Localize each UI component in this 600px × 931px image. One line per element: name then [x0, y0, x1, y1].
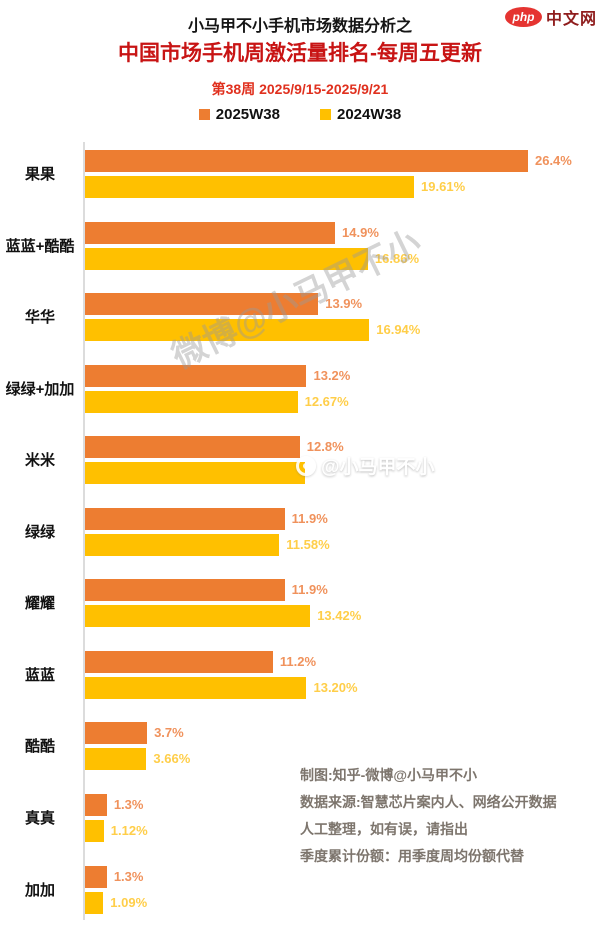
bar-2025w38 [85, 221, 336, 244]
value-label: 11.9% [291, 510, 328, 526]
chart-row: 果果 26.4% 19.61% [0, 150, 600, 198]
footer-line: 人工整理，如有误，请指出 [300, 821, 468, 837]
chart-row: 蓝蓝+酷酷 14.9% 16.86% [0, 221, 600, 270]
category-label: 耀耀 [24, 595, 55, 613]
bar-2024w38 [85, 819, 104, 842]
category-label: 米米 [24, 452, 55, 470]
category-label: 果果 [24, 166, 55, 183]
chart-row: 米米 12.8% [0, 436, 600, 485]
php-cn-logo-text: 中文网 [545, 11, 597, 28]
chart-row: 酷酷 3.7% 3.66% [0, 722, 600, 771]
legend-label: 2025W38 [215, 106, 280, 123]
value-label: 1.09% [110, 894, 148, 910]
value-label: 3.7% [154, 725, 184, 741]
chart-row: 华华 13.9% 16.94% [0, 293, 600, 342]
value-label: 12.8% [306, 439, 344, 455]
bar-chart: 果果 26.4% 19.61% 蓝蓝+酷酷 14.9% 16.86% 华华 13.9% 16.9… [0, 140, 600, 931]
category-label: 真真 [24, 809, 55, 827]
chart-row: 蓝蓝 11.2% 13.20% [0, 650, 600, 699]
bar-2025w38 [85, 793, 107, 816]
bar-2025w38 [85, 650, 273, 673]
category-label: 绿绿 [24, 523, 55, 541]
value-label: 13.9% [325, 296, 363, 312]
bar-2025w38 [85, 507, 285, 530]
bar-2024w38 [85, 247, 368, 270]
bar-2024w38 [85, 462, 305, 485]
footer-line: 数据来源:智慧芯片案内人、网络公开数据 [300, 794, 557, 810]
week-subtitle: 第38周 2025/9/15-2025/9/21 [211, 81, 389, 97]
bar-2025w38 [85, 579, 285, 602]
bar-2024w38 [85, 605, 311, 628]
chart-row: 绿绿 11.9% 11.58% [0, 507, 600, 556]
category-label: 蓝蓝+酷酷 [5, 237, 75, 255]
bar-2024w38 [85, 676, 307, 699]
bar-2024w38 [85, 891, 104, 914]
value-label: 11.2% [279, 653, 317, 669]
bar-2025w38 [85, 865, 107, 888]
bar-2025w38 [85, 436, 300, 459]
category-label: 华华 [24, 309, 55, 327]
value-label: 19.61% [421, 179, 466, 194]
value-label: 13.20% [313, 679, 358, 695]
value-label: 16.86% [374, 250, 419, 266]
category-label: 加加 [24, 881, 55, 899]
bar-2024w38 [85, 319, 370, 342]
y-axis-line [83, 142, 85, 920]
footer-notes: 制图:知乎-微博@小马甲不小 数据来源:智慧芯片案内人、网络公开数据 人工整理，… [300, 762, 557, 870]
bar-2025w38 [85, 364, 307, 387]
bar-2025w38 [85, 293, 319, 316]
value-label: 26.4% [534, 153, 572, 168]
value-label: 13.42% [317, 608, 362, 624]
footer-line: 季度累计份额：用季度周均份额代替 [300, 848, 524, 864]
legend-swatch-yellow-icon [320, 109, 331, 120]
value-label: 1.3% [113, 796, 144, 812]
value-label: 16.94% [376, 322, 421, 338]
bar-2025w38 [85, 150, 528, 172]
chart-legend: 2025W38 2024W38 [0, 106, 600, 123]
php-logo-icon: php [504, 7, 542, 27]
value-label: 13.2% [313, 367, 351, 383]
bar-2024w38 [85, 533, 280, 556]
value-label: 11.58% [286, 536, 330, 552]
legend-swatch-orange-icon [198, 109, 210, 120]
legend-item-2025w38: 2025W38 [198, 106, 280, 123]
category-label: 酷酷 [24, 738, 55, 756]
page-title: 中国市场手机周激活量排名-每周五更新 [118, 42, 482, 65]
value-label: 3.66% [153, 751, 191, 767]
category-label: 蓝蓝 [24, 666, 55, 684]
value-label: 11.9% [291, 582, 328, 598]
category-label: 绿绿+加加 [5, 380, 75, 398]
bar-2024w38 [85, 748, 147, 771]
legend-item-2024w38: 2024W38 [320, 106, 401, 123]
chart-row: 绿绿+加加 13.2% 12.67% [0, 364, 600, 413]
value-label: 12.67% [304, 393, 349, 409]
value-label: 1.3% [113, 868, 144, 884]
chart-row: 耀耀 11.9% 13.42% [0, 579, 600, 628]
footer-line: 制图:知乎-微博@小马甲不小 [300, 767, 477, 783]
value-label: 14.9% [342, 224, 379, 240]
series-kicker: 小马甲不小手机市场数据分析之 [187, 18, 412, 35]
legend-label: 2024W38 [337, 106, 402, 123]
bar-2024w38 [85, 176, 415, 198]
bar-2024w38 [85, 390, 298, 413]
bar-2025w38 [85, 722, 148, 745]
chart-row: 真真 1.3% 1.12% [0, 793, 600, 842]
value-label: 1.12% [110, 822, 148, 838]
php-cn-logo: php 中文网 [504, 5, 597, 29]
chart-row: 加加 1.3% 1.09% [0, 865, 600, 914]
